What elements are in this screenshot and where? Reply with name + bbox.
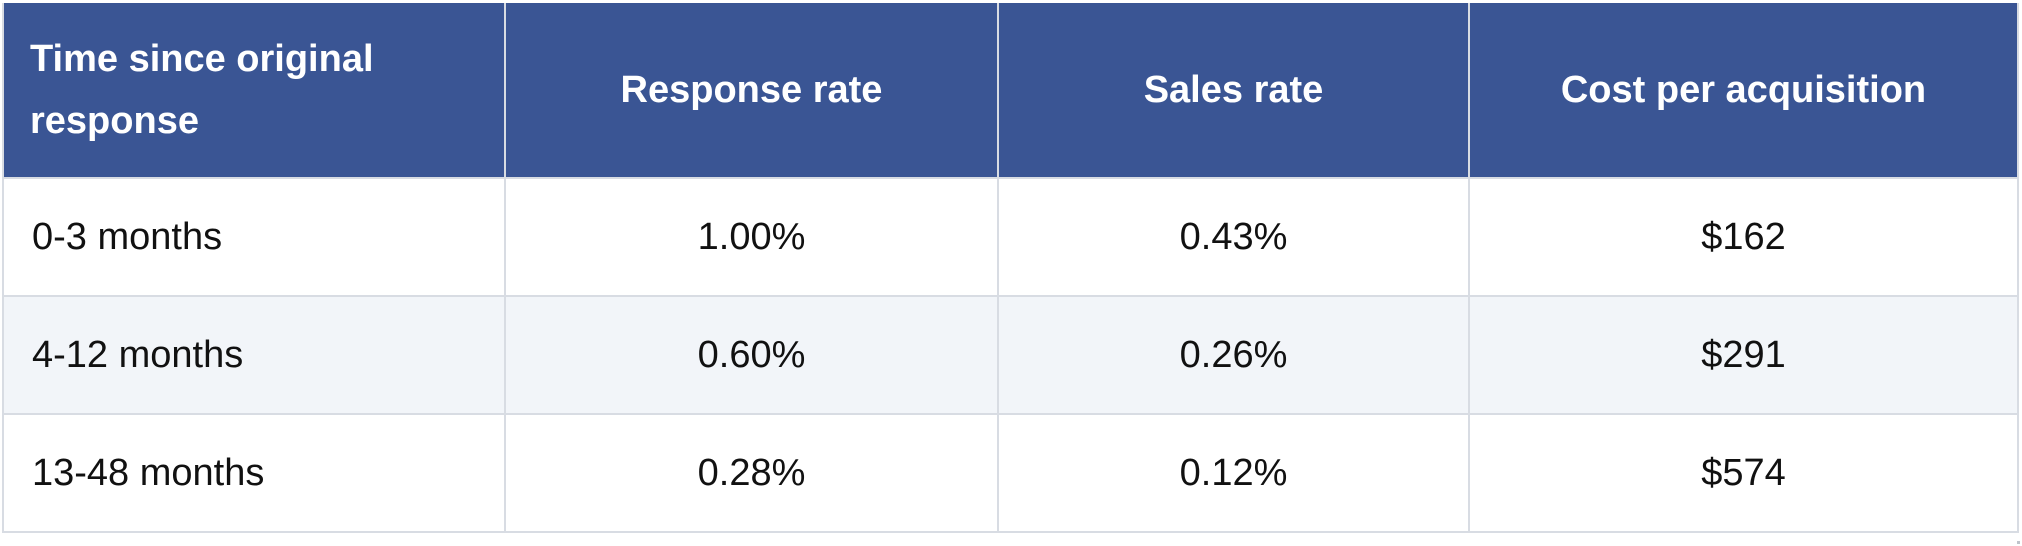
table-row: 4-12 months 0.60% 0.26% $291 (2, 295, 2019, 415)
column-header-time-since-response: Time since original response (2, 3, 506, 179)
table-row: 0-3 months 1.00% 0.43% $162 (2, 177, 2019, 297)
cell-cost-per-acquisition: $162 (1468, 177, 2019, 297)
table-row: 13-48 months 0.28% 0.12% $574 (2, 413, 2019, 533)
cell-cost-per-acquisition: $574 (1468, 413, 2019, 533)
cell-time-since-response: 4-12 months (2, 295, 506, 415)
cell-sales-rate: 0.43% (997, 177, 1470, 297)
cell-time-since-response: 13-48 months (2, 413, 506, 533)
cell-sales-rate: 0.12% (997, 413, 1470, 533)
cell-response-rate: 0.28% (504, 413, 999, 533)
cell-response-rate: 1.00% (504, 177, 999, 297)
column-header-sales-rate: Sales rate (997, 3, 1470, 179)
data-table: Time since original response Response ra… (2, 3, 2019, 533)
cell-cost-per-acquisition: $291 (1468, 295, 2019, 415)
table-header-row: Time since original response Response ra… (2, 3, 2019, 179)
cell-time-since-response: 0-3 months (2, 177, 506, 297)
table-resize-handle[interactable] (2017, 541, 2020, 544)
column-header-response-rate: Response rate (504, 3, 999, 179)
cell-response-rate: 0.60% (504, 295, 999, 415)
cell-sales-rate: 0.26% (997, 295, 1470, 415)
column-header-cost-per-acquisition: Cost per acquisition (1468, 3, 2019, 179)
